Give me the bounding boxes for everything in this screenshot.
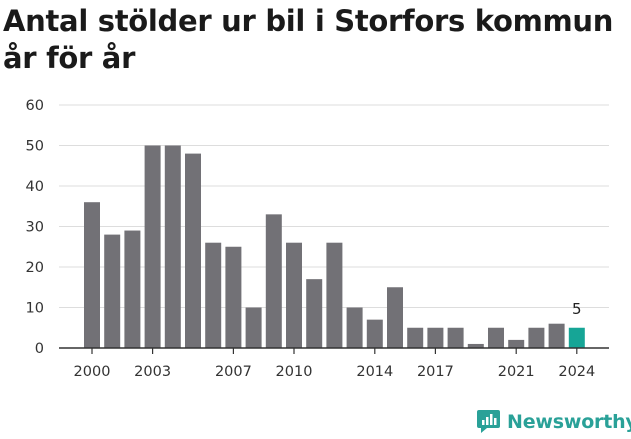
x-tick-label: 2014: [356, 364, 393, 380]
bar-2006: [205, 242, 222, 348]
data-label-2024: 5: [572, 300, 582, 318]
bar-2013: [346, 307, 363, 348]
x-tick-label: 2017: [417, 364, 454, 380]
y-tick-label: 10: [26, 301, 44, 317]
x-tick-label: 2003: [134, 364, 171, 380]
bar-2018: [447, 327, 464, 348]
bar-2012: [326, 242, 343, 348]
y-tick-label: 40: [26, 179, 44, 195]
newsworthy-brand: Newsworthy: [476, 409, 631, 434]
bar-2016: [407, 327, 424, 348]
bar-2007: [225, 246, 242, 348]
y-tick-label: 30: [26, 220, 44, 236]
bar-2023: [548, 323, 565, 348]
bar-2003: [144, 145, 161, 348]
bar-2010: [286, 242, 302, 348]
chart-title: Antal stölder ur bil i Storfors kommun å…: [3, 4, 614, 75]
bar-2014: [366, 319, 383, 348]
bar-2009: [265, 214, 282, 348]
bar-2005: [185, 153, 201, 348]
bar-2002: [124, 230, 141, 348]
bar-2011: [306, 279, 323, 348]
bar-2008: [245, 307, 262, 348]
bar-2022: [528, 327, 545, 348]
bars: [84, 145, 585, 348]
bar-2017: [427, 327, 444, 348]
bar-2000: [84, 202, 100, 348]
newsworthy-logo-icon: [477, 410, 500, 433]
bar-2021: [508, 339, 525, 348]
x-axis-ticks: 2000 2003 2007 2010 2014 2017 2021 2024: [74, 348, 595, 380]
x-tick-label: 2024: [558, 364, 595, 380]
bar-2001: [104, 234, 121, 348]
x-tick-label: 2010: [276, 364, 313, 380]
x-tick-label: 2000: [74, 364, 111, 380]
bar-2024: [568, 327, 585, 348]
brand-name: Newsworthy: [507, 410, 631, 433]
y-tick-label: 0: [35, 341, 44, 357]
bar-2004: [164, 145, 181, 348]
y-tick-label: 50: [26, 139, 44, 155]
x-tick-label: 2007: [215, 364, 252, 380]
y-tick-label: 60: [26, 98, 44, 114]
bar-2020: [488, 327, 504, 348]
bar-2015: [387, 287, 403, 348]
x-tick-label: 2021: [498, 364, 535, 380]
y-tick-label: 20: [26, 260, 44, 276]
bar-2019: [467, 343, 484, 348]
data-labels: 5: [572, 300, 582, 318]
y-axis-tick-labels: 0 10 20 30 40 50 60: [26, 98, 44, 357]
